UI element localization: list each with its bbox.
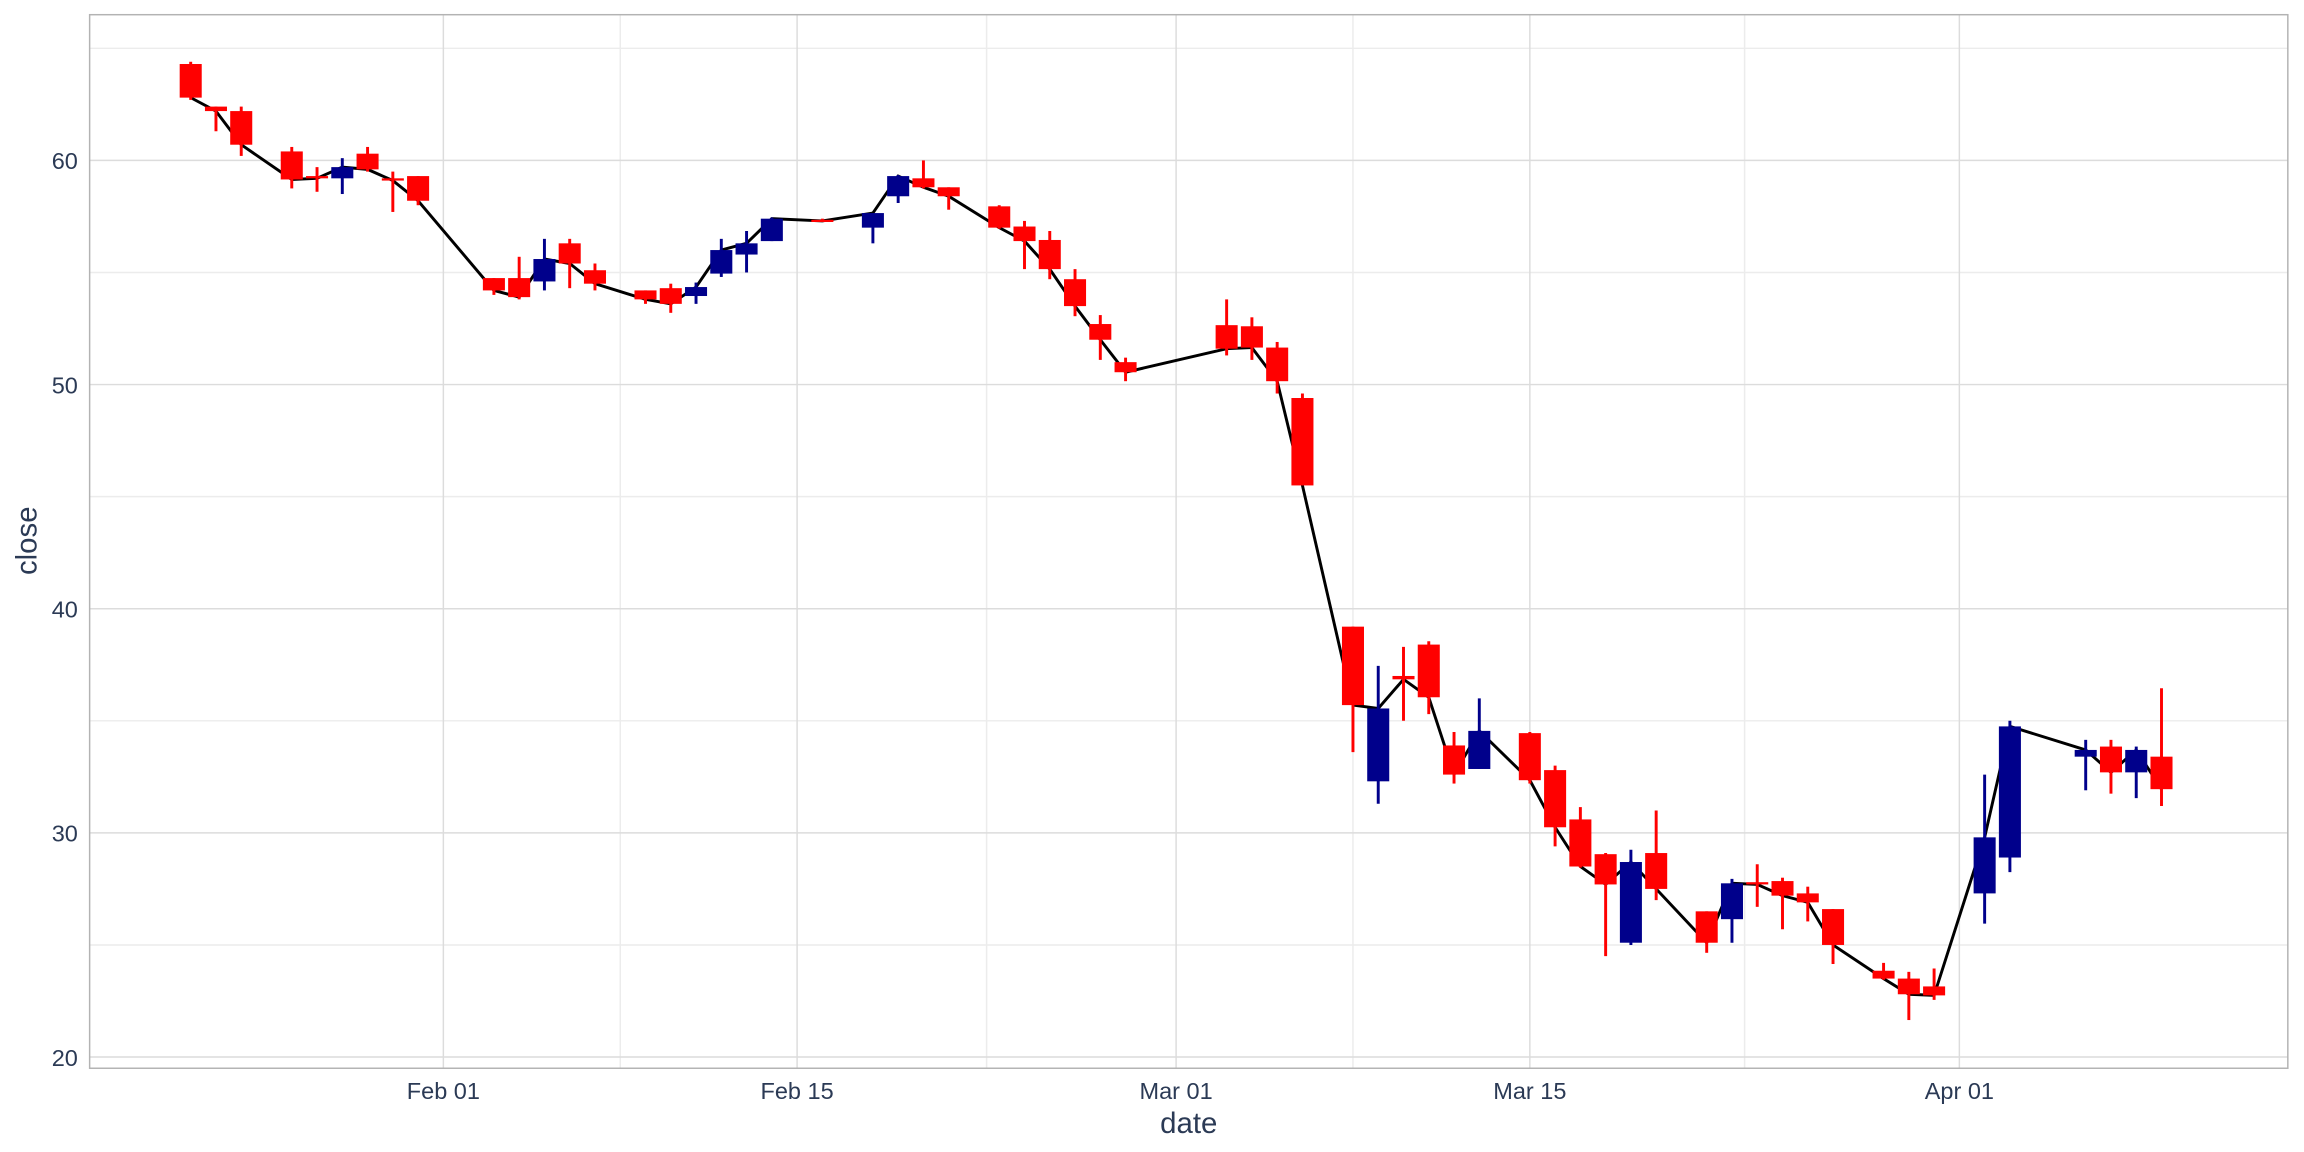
candle-body [356,153,379,170]
candle-body [1645,853,1668,889]
y-tick-label: 40 [52,597,78,623]
x-tick-label: Mar 15 [1493,1078,1566,1104]
candle-body [634,290,657,300]
candle-body [1064,279,1087,307]
candle-body [1518,733,1541,781]
candle-body [887,176,910,197]
candle-body [861,213,884,228]
candle-body [710,250,733,274]
candle-body [1392,675,1415,680]
y-tick-label: 50 [52,372,78,398]
candle-body [1594,854,1617,885]
candle-body [1695,911,1718,943]
candle-body [2099,746,2122,773]
candle-body [2150,756,2173,790]
candle-body [2125,749,2148,773]
y-axis-title: close [11,506,44,575]
candle-body [1266,347,1289,382]
candle-body [1291,398,1314,486]
candle-body [482,278,505,291]
candle-body [1417,644,1440,698]
y-tick-label: 20 [52,1045,78,1071]
x-axis-title: date [1160,1107,1217,1140]
x-tick-label: Apr 01 [1925,1078,1994,1104]
candle-body [1569,819,1592,867]
candle-body [280,151,303,180]
candle-body [407,176,430,201]
candle-body [179,64,202,98]
y-tick-label: 60 [52,148,78,174]
x-tick-label: Feb 15 [761,1078,834,1104]
candle-body [1215,325,1238,349]
candle-body [1341,626,1364,706]
candle-body [1013,226,1036,242]
candle-body [1367,708,1390,782]
candle-body [558,243,581,264]
candle-body [1746,882,1769,885]
candle-body [912,178,935,188]
x-tick-label: Mar 01 [1140,1078,1213,1104]
candle-body [508,278,531,298]
candle-body [2074,749,2097,757]
y-tick-label: 30 [52,821,78,847]
candle-body [1544,770,1567,828]
candle-body [685,287,708,297]
candle-body [1998,726,2021,858]
candle-body [1822,909,1845,945]
candle-body [1720,883,1743,920]
candle-body [306,176,329,179]
x-tick-label: Feb 01 [407,1078,480,1104]
candle-body [937,187,960,197]
candle-body [1872,970,1895,979]
candle-body [533,259,556,282]
candle-body [331,167,354,179]
candle-body [811,219,834,223]
candle-body [760,218,783,242]
candle-body [1897,978,1920,995]
candle-body [1443,745,1466,775]
candle-body [230,111,253,145]
candle-body [1038,239,1061,270]
candle-body [1796,893,1819,903]
candle-body [1973,837,1996,894]
candle-body [204,106,227,112]
candle-body [381,178,404,181]
candle-body [583,270,606,284]
candle-body [1619,862,1642,943]
candle-body [1089,324,1112,340]
candle-body [659,288,682,304]
candle-body [1240,326,1263,348]
candle-body [988,206,1011,228]
panel-border [88,13,2289,1069]
candle-body [1114,362,1137,373]
candle-body [1771,881,1794,896]
candle-body [735,243,758,255]
candle-body [1468,730,1491,769]
candle-body [1923,986,1946,996]
